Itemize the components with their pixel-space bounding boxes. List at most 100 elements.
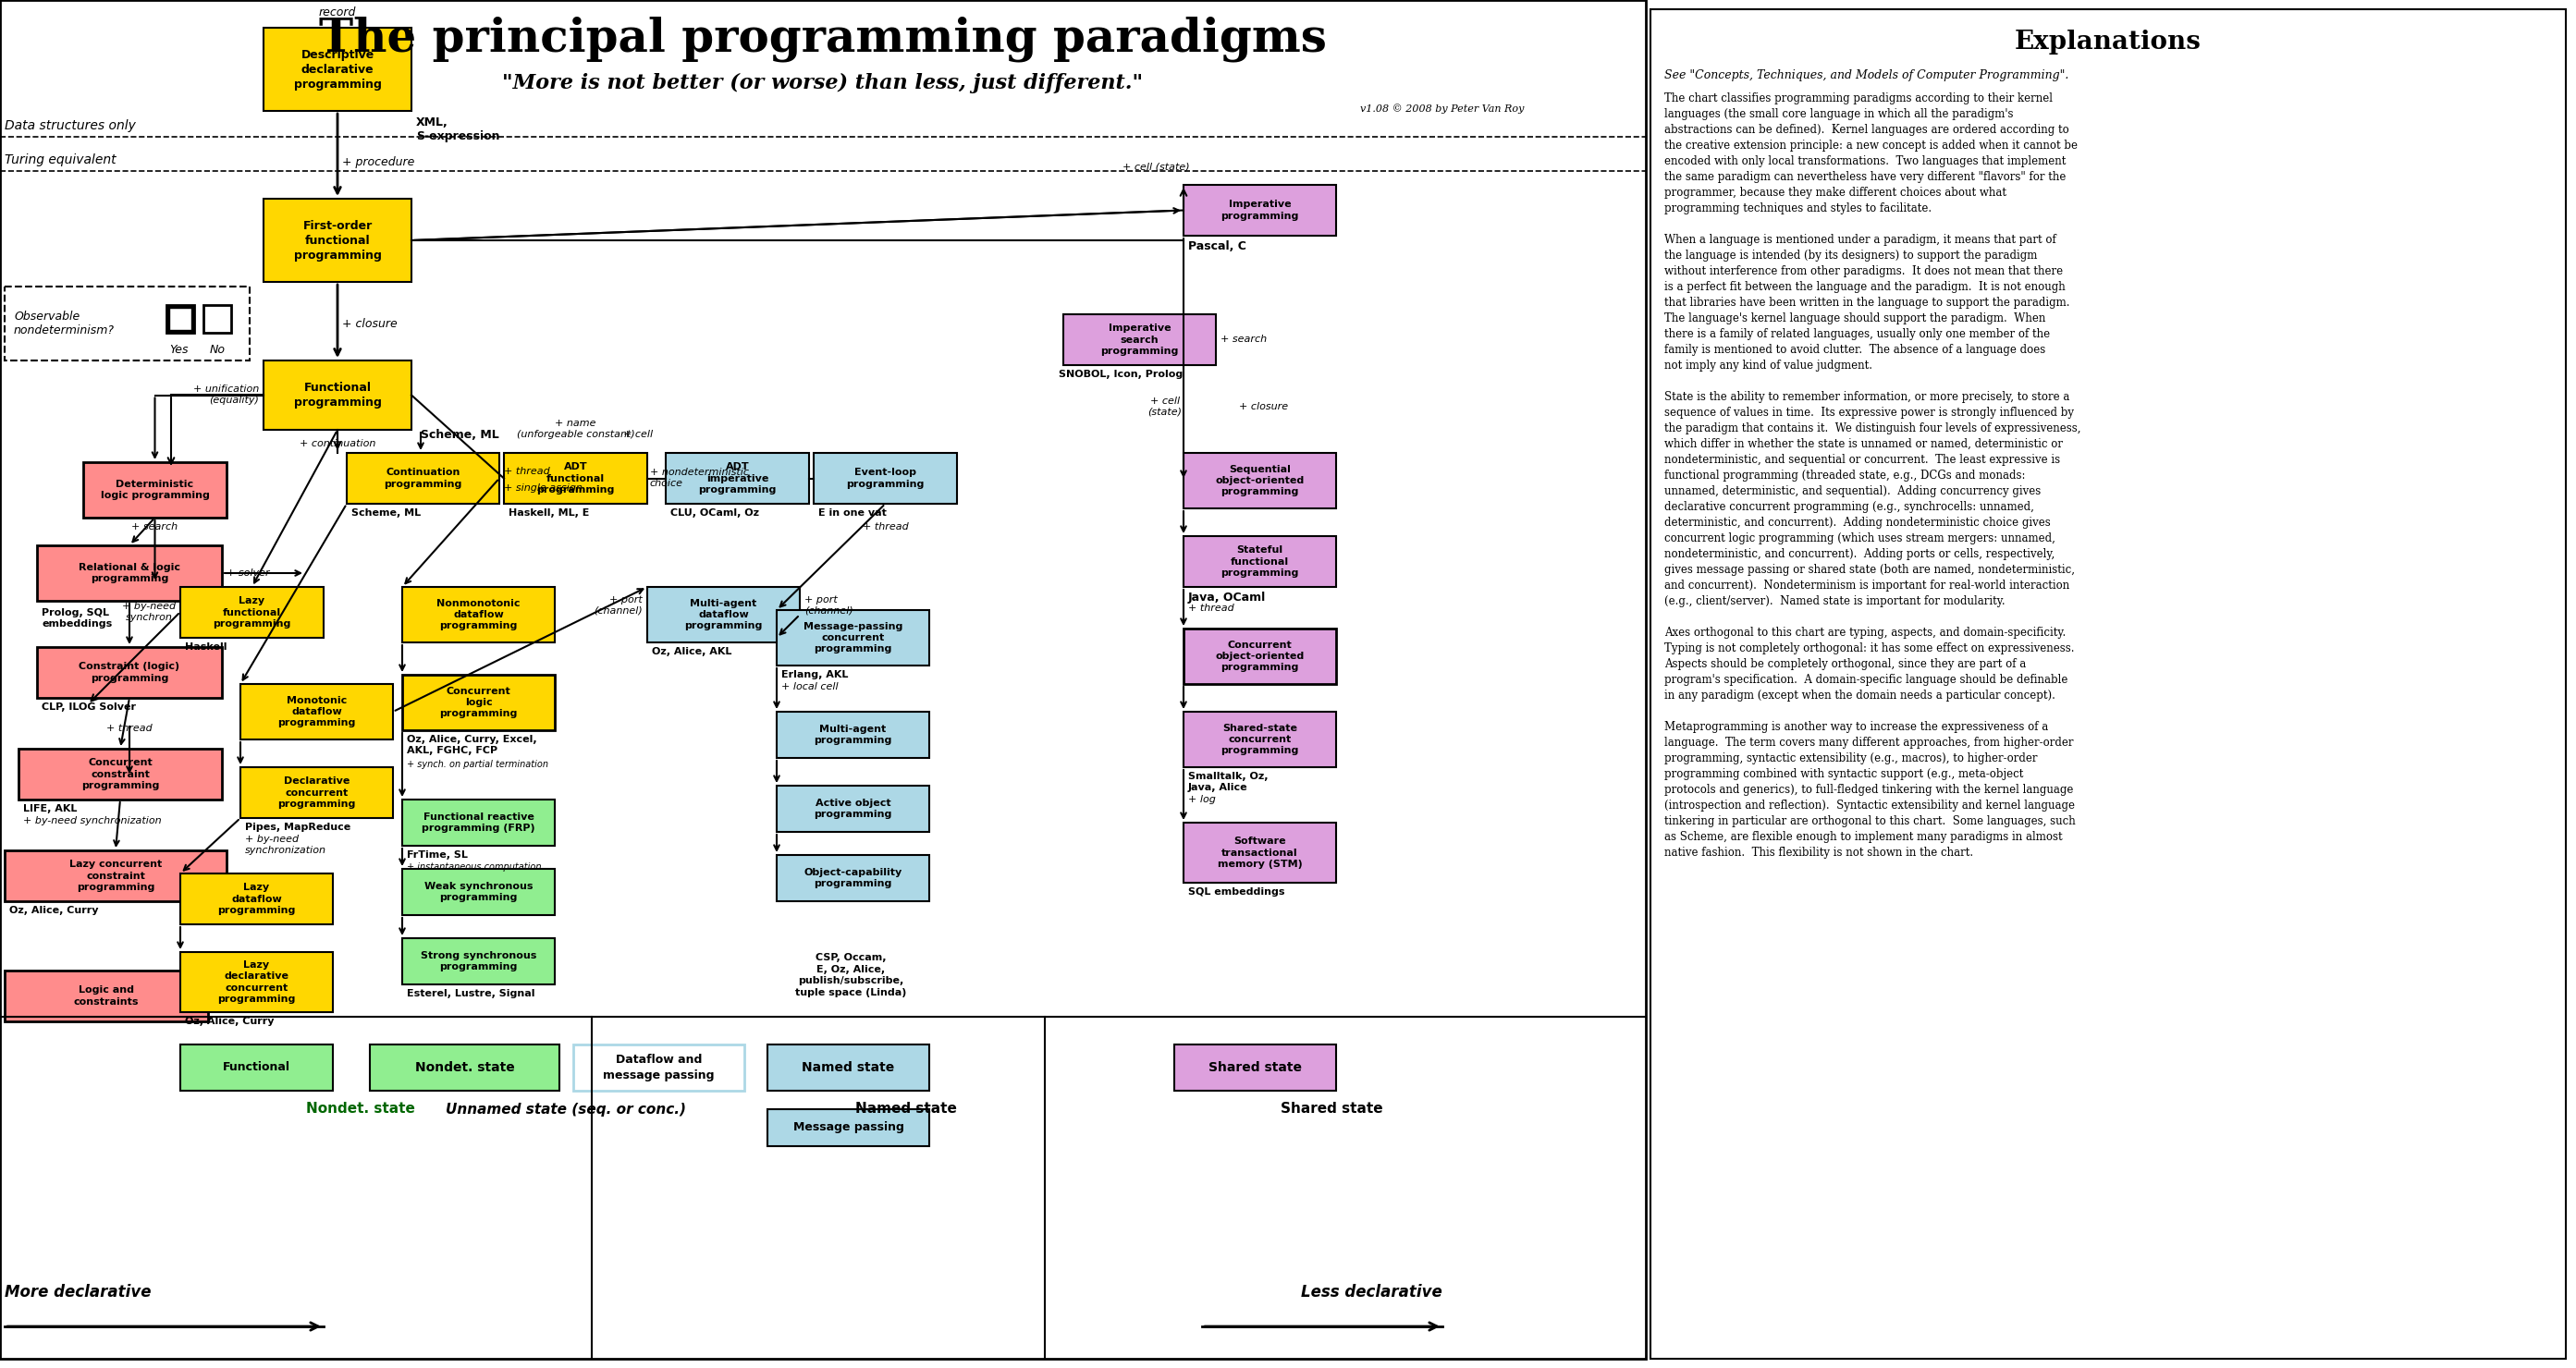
FancyBboxPatch shape [371, 1045, 559, 1090]
Text: Event-loop
programming: Event-loop programming [848, 468, 925, 488]
Text: + log: + log [1188, 795, 1216, 804]
FancyBboxPatch shape [647, 587, 799, 643]
Text: Concurrent
logic
programming: Concurrent logic programming [440, 687, 518, 718]
Text: Stateful
functional
programming: Stateful functional programming [1221, 546, 1298, 577]
Text: Object-capability
programming: Object-capability programming [804, 867, 902, 888]
Text: Nondet. state: Nondet. state [307, 1103, 415, 1116]
Text: + by-need
synchronization: + by-need synchronization [245, 834, 327, 855]
Text: Sequential
object-oriented
programming: Sequential object-oriented programming [1216, 465, 1303, 497]
Text: ADT
imperative
programming: ADT imperative programming [698, 462, 775, 494]
Text: Imperative
search
programming: Imperative search programming [1100, 324, 1180, 356]
FancyBboxPatch shape [402, 587, 554, 643]
Text: Functional reactive
programming (FRP): Functional reactive programming (FRP) [422, 813, 536, 833]
Text: Prolog, SQL
embeddings: Prolog, SQL embeddings [41, 609, 113, 628]
Text: + nondeterministic
choice: + nondeterministic choice [649, 468, 750, 488]
Text: Functional
programming: Functional programming [294, 382, 381, 409]
Text: + synch. on partial termination: + synch. on partial termination [407, 759, 549, 769]
Text: Message passing: Message passing [793, 1122, 904, 1134]
FancyBboxPatch shape [1182, 822, 1337, 882]
Text: Pipes, MapReduce: Pipes, MapReduce [245, 822, 350, 832]
Text: Erlang, AKL: Erlang, AKL [781, 670, 848, 680]
Text: Shared-state
concurrent
programming: Shared-state concurrent programming [1221, 724, 1298, 755]
Text: + thread: + thread [505, 466, 549, 476]
FancyBboxPatch shape [1064, 315, 1216, 365]
FancyBboxPatch shape [1182, 628, 1337, 684]
Text: CSP, Occam,
E, Oz, Alice,
publish/subscribe,
tuple space (Linda): CSP, Occam, E, Oz, Alice, publish/subscr… [796, 953, 907, 997]
Text: "More is not better (or worse) than less, just different.": "More is not better (or worse) than less… [502, 73, 1144, 93]
Text: Message-passing
concurrent
programming: Message-passing concurrent programming [804, 621, 902, 654]
Text: Less declarative: Less declarative [1301, 1285, 1443, 1301]
Text: More declarative: More declarative [5, 1285, 152, 1301]
Text: Lazy
declarative
concurrent
programming: Lazy declarative concurrent programming [216, 960, 296, 1004]
Text: SQL embeddings: SQL embeddings [1188, 888, 1285, 896]
Text: + closure: + closure [1239, 402, 1288, 412]
Text: Active object
programming: Active object programming [814, 799, 891, 819]
Text: + cell (state): + cell (state) [1123, 161, 1190, 171]
Text: v1.08 © 2008 by Peter Van Roy: v1.08 © 2008 by Peter Van Roy [1360, 104, 1525, 114]
FancyBboxPatch shape [240, 684, 394, 740]
Text: Dataflow and
message passing: Dataflow and message passing [603, 1055, 714, 1081]
Text: + closure: + closure [343, 317, 397, 330]
FancyBboxPatch shape [1182, 185, 1337, 235]
Text: record: record [319, 7, 355, 19]
Text: FrTime, SL: FrTime, SL [407, 851, 469, 859]
FancyBboxPatch shape [505, 453, 647, 503]
Text: + by-need
synchron.: + by-need synchron. [121, 602, 175, 622]
Text: + procedure: + procedure [343, 156, 415, 168]
FancyBboxPatch shape [36, 647, 222, 698]
FancyBboxPatch shape [402, 674, 554, 731]
FancyBboxPatch shape [348, 453, 500, 503]
FancyBboxPatch shape [814, 453, 958, 503]
Text: E in one vat: E in one vat [819, 509, 886, 517]
Text: Concurrent
constraint
programming: Concurrent constraint programming [82, 758, 160, 791]
Text: Pascal, C: Pascal, C [1188, 241, 1247, 252]
Text: Shared state: Shared state [1208, 1062, 1301, 1074]
Text: Java, OCaml: Java, OCaml [1188, 591, 1265, 603]
Text: SNOBOL, Icon, Prolog: SNOBOL, Icon, Prolog [1059, 369, 1182, 379]
FancyBboxPatch shape [574, 1045, 744, 1090]
Text: + thread: + thread [863, 523, 909, 532]
FancyBboxPatch shape [5, 286, 250, 361]
Text: See "Concepts, Techniques, and Models of Computer Programming".: See "Concepts, Techniques, and Models of… [1664, 70, 2069, 81]
FancyBboxPatch shape [778, 711, 930, 758]
Text: + thread: + thread [1188, 603, 1234, 613]
Text: ADT
functional
programming: ADT functional programming [536, 462, 616, 494]
Text: Esterel, Lustre, Signal: Esterel, Lustre, Signal [407, 989, 536, 999]
Text: Lazy
functional
programming: Lazy functional programming [214, 596, 291, 628]
Text: Descriptive
declarative
programming: Descriptive declarative programming [294, 48, 381, 90]
FancyBboxPatch shape [402, 938, 554, 985]
FancyBboxPatch shape [263, 361, 412, 430]
Text: Haskell: Haskell [185, 643, 227, 651]
FancyBboxPatch shape [18, 748, 222, 799]
FancyBboxPatch shape [180, 587, 325, 637]
Text: Monotonic
dataflow
programming: Monotonic dataflow programming [278, 696, 355, 728]
FancyBboxPatch shape [665, 453, 809, 503]
Text: Concurrent
object-oriented
programming: Concurrent object-oriented programming [1216, 640, 1303, 672]
Text: Turing equivalent: Turing equivalent [5, 153, 116, 167]
Text: Constraint (logic)
programming: Constraint (logic) programming [80, 662, 180, 683]
Text: + thread: + thread [106, 724, 152, 733]
FancyBboxPatch shape [5, 851, 227, 902]
FancyBboxPatch shape [1182, 453, 1337, 509]
Text: + local cell: + local cell [781, 683, 837, 691]
FancyBboxPatch shape [263, 198, 412, 282]
Text: Unnamed state (seq. or conc.): Unnamed state (seq. or conc.) [446, 1103, 685, 1116]
FancyBboxPatch shape [402, 869, 554, 915]
FancyBboxPatch shape [36, 546, 222, 601]
Text: Shared state: Shared state [1280, 1103, 1383, 1116]
FancyBboxPatch shape [778, 855, 930, 902]
Text: The chart classifies programming paradigms according to their kernel
languages (: The chart classifies programming paradig… [1664, 93, 2081, 859]
Text: Deterministic
logic programming: Deterministic logic programming [100, 480, 209, 501]
Text: + search: + search [1221, 335, 1267, 343]
FancyBboxPatch shape [1651, 10, 2566, 1358]
Text: + single assign.: + single assign. [505, 483, 585, 492]
Text: Nonmonotonic
dataflow
programming: Nonmonotonic dataflow programming [438, 599, 520, 631]
FancyBboxPatch shape [170, 308, 191, 330]
Text: LIFE, AKL: LIFE, AKL [23, 804, 77, 814]
Text: + by-need synchronization: + by-need synchronization [23, 817, 162, 825]
FancyBboxPatch shape [1182, 536, 1337, 587]
Text: Named state: Named state [855, 1103, 956, 1116]
FancyBboxPatch shape [1182, 711, 1337, 767]
Text: + cell: + cell [623, 430, 652, 439]
Text: Oz, Alice, Curry: Oz, Alice, Curry [10, 906, 98, 915]
